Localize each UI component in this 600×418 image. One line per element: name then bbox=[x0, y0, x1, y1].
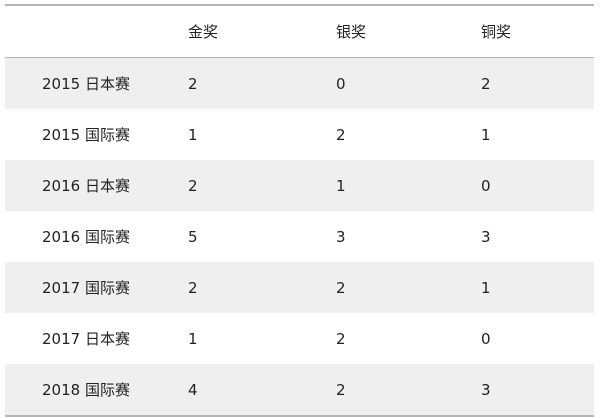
row-label: 2017 国际赛 bbox=[42, 279, 130, 297]
row-label: 2017 日本赛 bbox=[42, 330, 130, 348]
silver-count: 0 bbox=[336, 74, 346, 93]
row-label: 2016 国际赛 bbox=[42, 228, 130, 246]
gold-count: 2 bbox=[188, 278, 198, 297]
silver-count: 2 bbox=[336, 125, 346, 144]
silver-count: 2 bbox=[336, 380, 346, 399]
bronze-count: 3 bbox=[481, 380, 491, 399]
silver-count: 2 bbox=[336, 278, 346, 297]
table-row: 2015 日本赛 2 0 2 bbox=[5, 57, 594, 109]
bronze-count: 2 bbox=[481, 74, 491, 93]
table-row: 2016 日本赛 2 1 0 bbox=[5, 160, 594, 211]
table-row: 2016 国际赛 5 3 3 bbox=[5, 211, 594, 262]
gold-count: 2 bbox=[188, 74, 198, 93]
row-label: 2016 日本赛 bbox=[42, 177, 130, 195]
table-row: 2017 日本赛 1 2 0 bbox=[5, 313, 594, 364]
gold-count: 1 bbox=[188, 329, 198, 348]
table-row: 2015 国际赛 1 2 1 bbox=[5, 109, 594, 160]
row-label: 2018 国际赛 bbox=[42, 381, 130, 399]
silver-count: 1 bbox=[336, 176, 346, 195]
header-bronze: 铜奖 bbox=[481, 23, 512, 41]
bronze-count: 1 bbox=[481, 278, 491, 297]
header-row: 金奖 银奖 铜奖 bbox=[5, 5, 594, 58]
row-label: 2015 国际赛 bbox=[42, 126, 130, 144]
gold-count: 4 bbox=[188, 380, 198, 399]
table-row: 2017 国际赛 2 2 1 bbox=[5, 262, 594, 313]
medal-table: 金奖 银奖 铜奖 2015 日本赛 2 0 2 2015 国际赛 1 2 1 2016 日本赛 2… bbox=[5, 4, 594, 417]
silver-count: 3 bbox=[336, 227, 346, 246]
table-row: 2018 国际赛 4 2 3 bbox=[5, 364, 594, 416]
silver-count: 2 bbox=[336, 329, 346, 348]
bronze-count: 3 bbox=[481, 227, 491, 246]
gold-count: 2 bbox=[188, 176, 198, 195]
bronze-count: 0 bbox=[481, 329, 491, 348]
header-gold: 金奖 bbox=[188, 23, 219, 41]
bronze-count: 0 bbox=[481, 176, 491, 195]
gold-count: 5 bbox=[188, 227, 198, 246]
header-silver: 银奖 bbox=[336, 23, 367, 41]
row-label: 2015 日本赛 bbox=[42, 75, 130, 93]
gold-count: 1 bbox=[188, 125, 198, 144]
header-empty bbox=[5, 5, 188, 58]
bronze-count: 1 bbox=[481, 125, 491, 144]
